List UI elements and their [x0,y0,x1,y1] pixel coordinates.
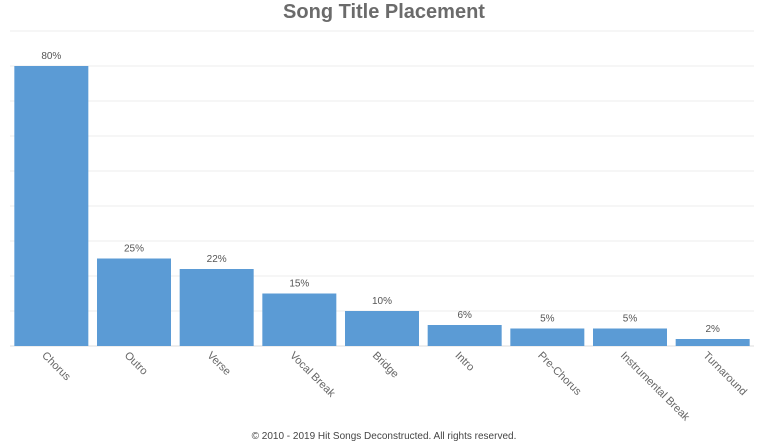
bar-pre-chorus [510,328,585,346]
bars [14,66,750,346]
x-tick-label: Outro [122,350,150,378]
value-label: 6% [457,310,472,321]
bar-turnaround [675,339,750,346]
x-tick-label: Instrumental Break [618,350,692,424]
chart-title: Song Title Placement [283,1,485,23]
bar-chorus [14,66,89,346]
value-labels: 80% 25% 22% 15% 10% 6% 5% 5% 2% [41,51,720,335]
x-tick-label: Intro [453,350,477,374]
x-tick-label: Pre-Chorus [535,350,584,399]
bar-instrumental-break [593,328,667,346]
x-tick-label: Bridge [370,350,401,381]
bar-outro [97,258,171,346]
value-label: 22% [207,254,227,265]
copyright-footer: © 2010 - 2019 Hit Songs Deconstructed. A… [251,431,517,442]
x-tick-label: Turnaround [701,350,749,398]
value-label: 80% [41,51,61,62]
x-tick-label: Verse [205,350,233,378]
x-tick-label: Chorus [39,350,73,384]
bar-vocal-break [262,293,337,346]
value-label: 5% [623,314,638,325]
bar-verse [179,269,254,346]
value-label: 2% [705,324,720,335]
value-label: 5% [540,314,555,325]
value-label: 10% [372,296,392,307]
bar-chart: 80% 25% 22% 15% 10% 6% 5% 5% 2% Chorus Outro Verse… [10,30,754,424]
value-label: 25% [124,244,144,255]
x-tick-label: Vocal Break [287,350,337,400]
x-tick-labels: Chorus Outro Verse Vocal Break Bridge Intro Pr… [39,350,749,424]
bar-bridge [345,311,419,346]
bar-intro [427,325,502,346]
value-label: 15% [289,279,309,290]
